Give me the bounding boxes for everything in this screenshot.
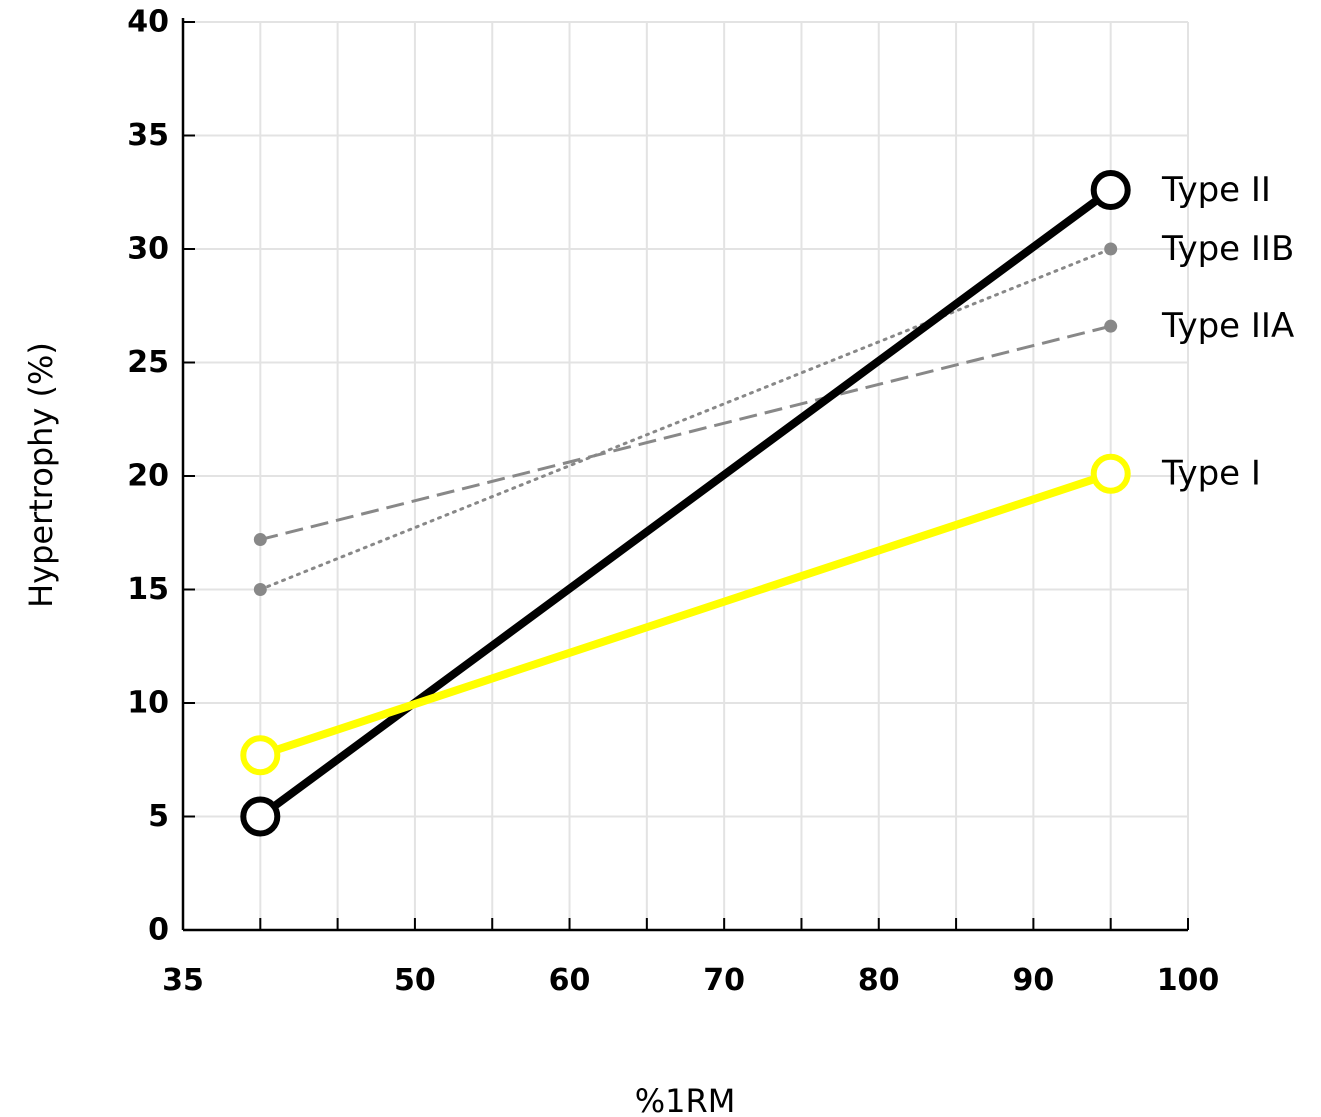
y-tick-label: 20	[127, 459, 169, 494]
x-tick-label: 80	[858, 963, 900, 998]
x-tick-label: 50	[394, 963, 436, 998]
y-tick-label: 15	[127, 572, 169, 607]
x-tick-label: 70	[703, 963, 745, 998]
y-tick-label: 25	[127, 345, 169, 380]
data-point-type-ii	[1090, 169, 1131, 210]
y-tick-label: 5	[148, 799, 169, 834]
x-tick-label: 90	[1013, 963, 1055, 998]
series-label-type-iib: Type IIB	[1161, 229, 1294, 269]
series-line-type-iib	[258, 247, 1113, 591]
y-tick-label: 10	[127, 686, 169, 721]
series-label-type-ii: Type II	[1161, 170, 1271, 210]
data-point-type-i	[1090, 453, 1131, 494]
y-tick-label: 35	[127, 118, 169, 153]
y-axis-title: Hypertrophy (%)	[22, 342, 60, 608]
y-axis-ticks: 0 5 10 15 20 25 30 35 40	[127, 5, 195, 948]
x-axis-ticks: 35 50 60 70 80 90 100	[162, 918, 1219, 998]
x-axis-title: %1RM	[635, 1082, 736, 1117]
series-line-type-iia	[259, 324, 1112, 542]
y-tick-label: 40	[127, 5, 169, 40]
series-labels: Type II Type IIB Type IIA Type I	[1161, 170, 1294, 494]
data-point-type-iia	[1104, 319, 1118, 333]
x-tick-label: 35	[162, 963, 204, 998]
series-layer	[240, 169, 1131, 837]
series-label-type-iia: Type IIA	[1161, 306, 1294, 346]
y-tick-label: 30	[127, 232, 169, 267]
data-point-type-i	[240, 735, 281, 776]
x-tick-label: 100	[1157, 963, 1220, 998]
axes	[181, 18, 1188, 932]
series-label-type-i: Type I	[1161, 454, 1261, 494]
grid	[183, 21, 1189, 930]
data-point-type-iia	[253, 533, 267, 547]
data-point-type-iib	[1104, 242, 1118, 256]
x-tick-label: 60	[549, 963, 591, 998]
data-point-type-iib	[253, 583, 267, 596]
series-line-type-ii	[256, 185, 1115, 821]
y-tick-label: 0	[148, 913, 169, 948]
series-line-type-i	[256, 469, 1115, 760]
data-point-type-ii	[240, 796, 281, 837]
